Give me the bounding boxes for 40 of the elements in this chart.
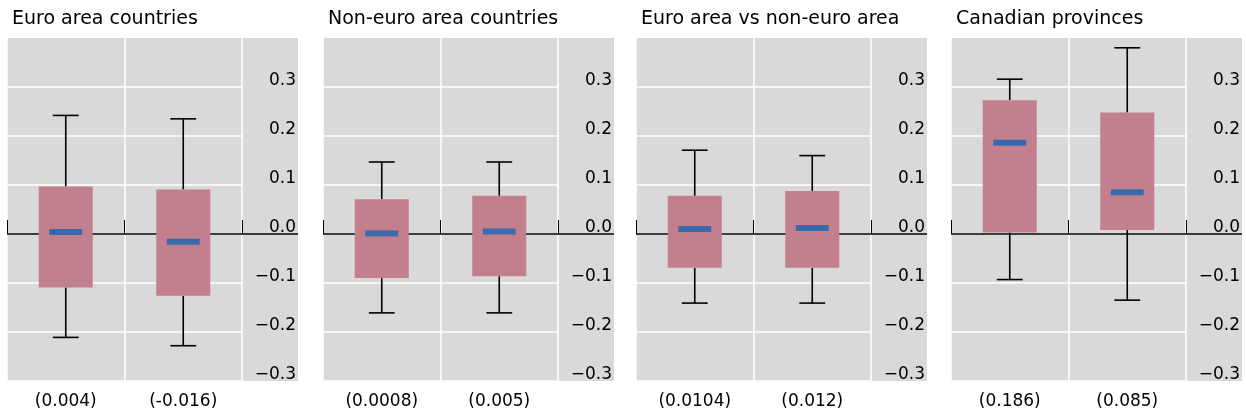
y-tick-label: −0.3 <box>570 362 612 383</box>
x-tick-label: (0.012) <box>781 389 844 410</box>
chart-title: Euro area vs non-euro area <box>641 5 900 28</box>
x-tick-label: (0.0104) <box>658 389 732 410</box>
y-tick-label: 0.1 <box>584 166 612 187</box>
text: 0.0 <box>1212 215 1240 236</box>
chart-title: Non-euro area countries <box>328 5 559 28</box>
y-tick-label: 0.1 <box>1212 166 1240 187</box>
y-tick-label: 0.2 <box>1212 117 1240 138</box>
y-tick-label: 0.2 <box>584 117 612 138</box>
x-tick-label: (0.005) <box>468 389 531 410</box>
y-tick-label: 0.3 <box>268 68 296 89</box>
x-tick-label: (0.085) <box>1096 389 1159 410</box>
text: 0.0 <box>897 215 925 236</box>
y-tick-label: −0.2 <box>254 313 296 334</box>
y-tick-label: −0.3 <box>1198 362 1240 383</box>
y-tick-label: −0.1 <box>883 264 925 285</box>
chart-title: Euro area countries <box>12 5 198 28</box>
y-tick-label: 0.2 <box>897 117 925 138</box>
y-tick-label: −0.3 <box>883 362 925 383</box>
y-tick-label: 0.2 <box>268 117 296 138</box>
y-tick-label: 0.3 <box>897 68 925 89</box>
x-tick-label: (0.186) <box>978 389 1041 410</box>
y-tick-label: 0.1 <box>897 166 925 187</box>
text: 0.0 <box>584 215 612 236</box>
y-tick-label: −0.1 <box>570 264 612 285</box>
x-tick-label: (0.004) <box>34 389 97 410</box>
text: 0.0 <box>268 215 296 236</box>
y-tick-label: 0.1 <box>268 166 296 187</box>
y-tick-label: −0.2 <box>570 313 612 334</box>
y-tick-label: 0.3 <box>584 68 612 89</box>
chart-title: Canadian provinces <box>956 5 1144 28</box>
x-tick-label: (0.0008) <box>345 389 419 410</box>
y-tick-label: −0.1 <box>1198 264 1240 285</box>
y-tick-label: −0.2 <box>1198 313 1240 334</box>
y-tick-label: −0.1 <box>254 264 296 285</box>
y-tick-label: 0.3 <box>1212 68 1240 89</box>
y-tick-label: −0.2 <box>883 313 925 334</box>
y-tick-label: −0.3 <box>254 362 296 383</box>
x-tick-label: (-0.016) <box>149 389 218 410</box>
